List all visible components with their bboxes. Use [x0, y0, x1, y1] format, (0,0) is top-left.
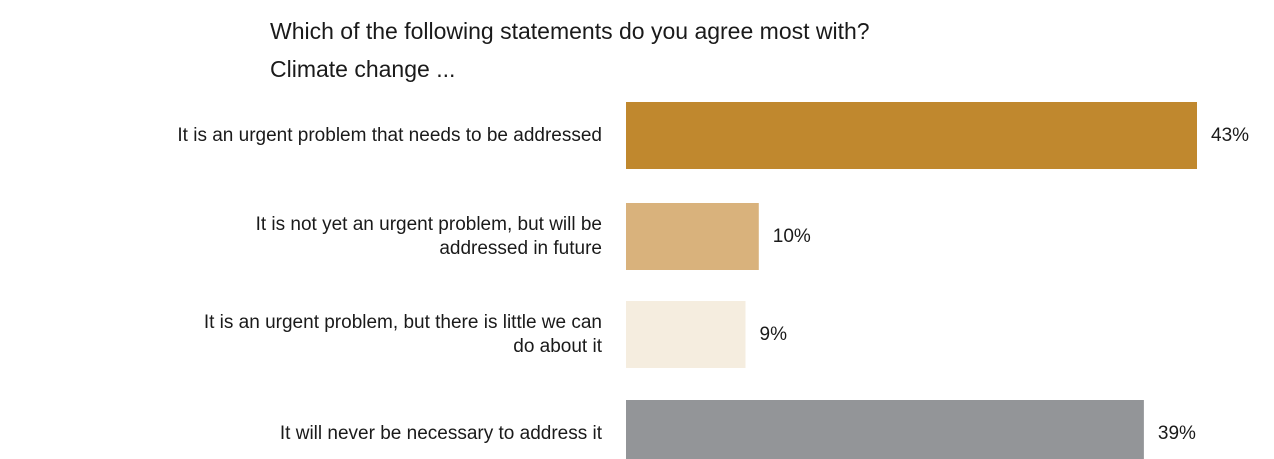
value-label-4: 39% — [1158, 423, 1196, 444]
value-label-1: 43% — [1211, 125, 1249, 146]
chart-subtitle: Climate change ... — [270, 56, 456, 82]
bar-1 — [626, 102, 1197, 169]
category-label-2: It is not yet an urgent problem, but wil… — [256, 214, 602, 259]
bar-3 — [626, 301, 746, 368]
value-label-3: 9% — [760, 324, 788, 345]
category-label-1: It is an urgent problem that needs to be… — [177, 125, 602, 146]
chart-title-block: Which of the following statements do you… — [270, 12, 1170, 88]
category-label-3: It is an urgent problem, but there is li… — [204, 312, 603, 357]
value-label-2: 10% — [773, 226, 811, 247]
chart-title: Which of the following statements do you… — [270, 18, 870, 44]
bar-4 — [626, 400, 1144, 459]
category-label-4: It will never be necessary to address it — [280, 423, 603, 444]
bar-2 — [626, 203, 759, 270]
